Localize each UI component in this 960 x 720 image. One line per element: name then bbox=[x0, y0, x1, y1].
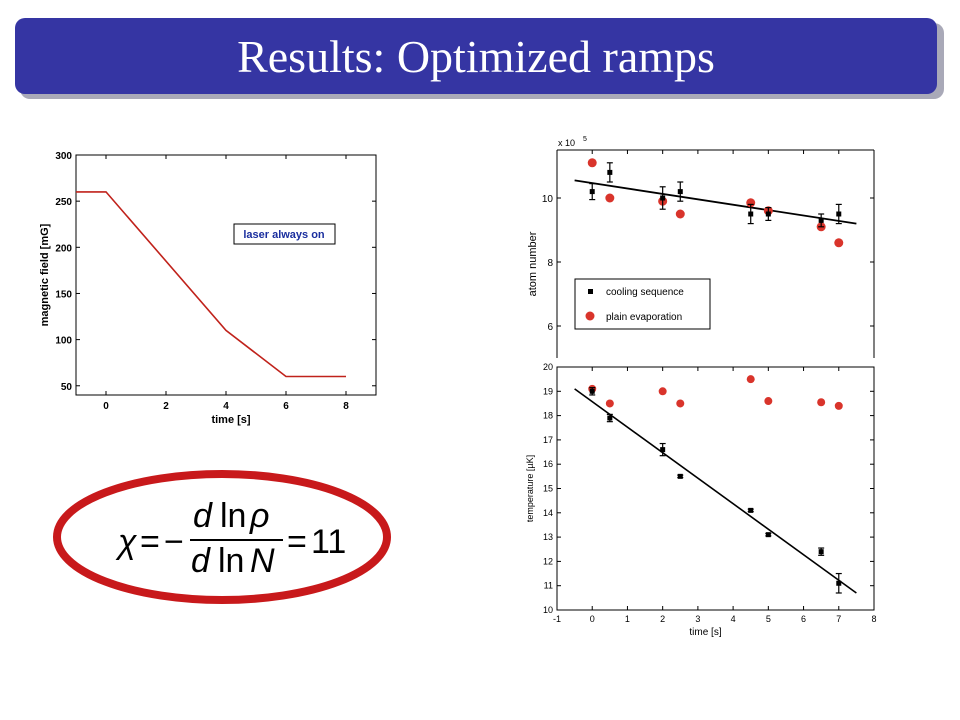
chart2-cooling-point bbox=[765, 211, 771, 217]
chart3-xlabel: time [s] bbox=[689, 627, 721, 638]
chart2-legend-cooling-label: cooling sequence bbox=[606, 287, 684, 298]
chart3-cooling-point bbox=[607, 415, 613, 421]
chart2-cooling-point bbox=[748, 211, 754, 217]
chart3-xtick-label: 3 bbox=[695, 614, 700, 624]
chart1-ytick-label: 200 bbox=[55, 243, 72, 254]
chart3-cooling-point bbox=[677, 473, 683, 479]
chart2-legend-evap-label: plain evaporation bbox=[606, 312, 682, 323]
chart1-annotation-box bbox=[233, 223, 336, 245]
chart3-xtick-label: 5 bbox=[766, 614, 771, 624]
chart3-ytick-label: 10 bbox=[543, 605, 553, 615]
formula-num-ln: ln bbox=[220, 497, 246, 535]
chart1-ytick-label: 250 bbox=[55, 197, 72, 208]
chart2-cooling-point bbox=[607, 169, 613, 175]
chart3-cooling-point bbox=[818, 549, 824, 555]
chart3-ytick-label: 14 bbox=[543, 508, 553, 518]
chart2-cooling-point bbox=[589, 189, 595, 195]
chart2-evap-point bbox=[834, 238, 844, 248]
formula-den-ln: ln bbox=[218, 542, 244, 580]
chart1-xlabel: time [s] bbox=[211, 414, 250, 426]
chart2-legend-evap-marker bbox=[585, 311, 595, 321]
chart3-cooling-point bbox=[765, 532, 771, 538]
chart3-ylabel: temperature [µK] bbox=[525, 455, 535, 522]
chart3-xtick-label: 6 bbox=[801, 614, 806, 624]
chart3-ytick-label: 20 bbox=[543, 362, 553, 372]
chart1-ytick-label: 100 bbox=[55, 336, 72, 347]
chart2-evap-point bbox=[746, 198, 756, 208]
chart3-evap-point bbox=[834, 401, 843, 410]
chart2-cooling-point bbox=[660, 195, 666, 201]
chart3-fit-line bbox=[574, 388, 857, 594]
chart1-ramp-line bbox=[76, 191, 346, 378]
chart2-yscale-exp: 5 bbox=[583, 136, 587, 143]
formula-minus: − bbox=[164, 523, 184, 561]
formula-num-rho: ρ bbox=[249, 497, 269, 535]
chart2-ylabel: atom number bbox=[527, 231, 539, 296]
chart2-ytick-label: 10 bbox=[542, 194, 554, 205]
chart3-cooling-point bbox=[660, 447, 666, 453]
chart3-xtick-label: 2 bbox=[660, 614, 665, 624]
chart2-cooling-point bbox=[677, 189, 683, 195]
formula-ellipse bbox=[53, 470, 391, 604]
chart3-cooling-point bbox=[748, 507, 754, 513]
chart3-xtick-label: 0 bbox=[590, 614, 595, 624]
chart3-ytick-label: 19 bbox=[543, 386, 553, 396]
chart3-evap-point bbox=[605, 399, 614, 408]
chart3-xtick-label: 1 bbox=[625, 614, 630, 624]
chart3-cooling-point bbox=[589, 388, 595, 394]
title-bar: Results: Optimized ramps bbox=[15, 18, 937, 94]
chart3-xtick-label: 4 bbox=[731, 614, 736, 624]
chart3-evap-point bbox=[676, 399, 685, 408]
chart3-ytick-label: 12 bbox=[543, 556, 553, 566]
chart3-ytick-label: 17 bbox=[543, 435, 553, 445]
chart3-evap-point bbox=[764, 397, 773, 406]
formula-equals-2: = bbox=[287, 523, 307, 561]
formula-chi: χ bbox=[115, 523, 138, 561]
chart1-ytick-label: 50 bbox=[61, 382, 73, 393]
chart1-ytick-label: 150 bbox=[55, 289, 72, 300]
chart2-evap-point bbox=[675, 209, 685, 219]
slide-title: Results: Optimized ramps bbox=[237, 30, 715, 82]
chart2-fit-line bbox=[574, 179, 857, 225]
chart3-evap-point bbox=[746, 375, 755, 384]
chart1-annotation: laser always on bbox=[243, 229, 325, 241]
chart3-ytick-label: 18 bbox=[543, 411, 553, 421]
chart3-ytick-label: 13 bbox=[543, 532, 553, 542]
chart3-xtick-label: 8 bbox=[871, 614, 876, 624]
chart1-xtick-label: 8 bbox=[343, 401, 349, 412]
chart1-axes-box bbox=[75, 154, 377, 396]
chart2-evap-point bbox=[587, 158, 597, 168]
chart2-legend-cooling-marker bbox=[588, 289, 593, 294]
formula-num-d: d bbox=[193, 497, 213, 535]
formula-result: 11 bbox=[311, 523, 346, 561]
formula-den-d: d bbox=[191, 542, 211, 580]
chart3-evap-point bbox=[817, 398, 826, 407]
chart1-ytick-label: 300 bbox=[55, 151, 72, 162]
chart3-cooling-point bbox=[836, 580, 842, 586]
chart3-evap-point bbox=[658, 387, 667, 396]
chart3-xtick-label: -1 bbox=[553, 614, 561, 624]
chart2-yscale-label: x 10 bbox=[558, 138, 575, 148]
chart1-ylabel: magnetic field [mG] bbox=[39, 223, 51, 326]
chart2-evap-point bbox=[605, 193, 615, 203]
chart1-xtick-label: 4 bbox=[223, 401, 229, 412]
chart1-xtick-label: 0 bbox=[103, 401, 109, 412]
chart3-ytick-label: 15 bbox=[543, 484, 553, 494]
formula-equals-1: = bbox=[140, 523, 160, 561]
chart2-legend-box bbox=[574, 278, 711, 330]
chart2-ytick-label: 6 bbox=[547, 322, 553, 333]
chart2-cooling-point bbox=[836, 211, 842, 217]
formula-den-n: N bbox=[250, 542, 275, 580]
chart3-ytick-label: 11 bbox=[544, 581, 553, 591]
chart1-xtick-label: 6 bbox=[283, 401, 289, 412]
chart3-ytick-label: 16 bbox=[543, 459, 553, 469]
chart3-xtick-label: 7 bbox=[836, 614, 841, 624]
chart2-ytick-label: 8 bbox=[547, 258, 553, 269]
chart2-cooling-point bbox=[818, 217, 824, 223]
chart1-xtick-label: 2 bbox=[163, 401, 169, 412]
